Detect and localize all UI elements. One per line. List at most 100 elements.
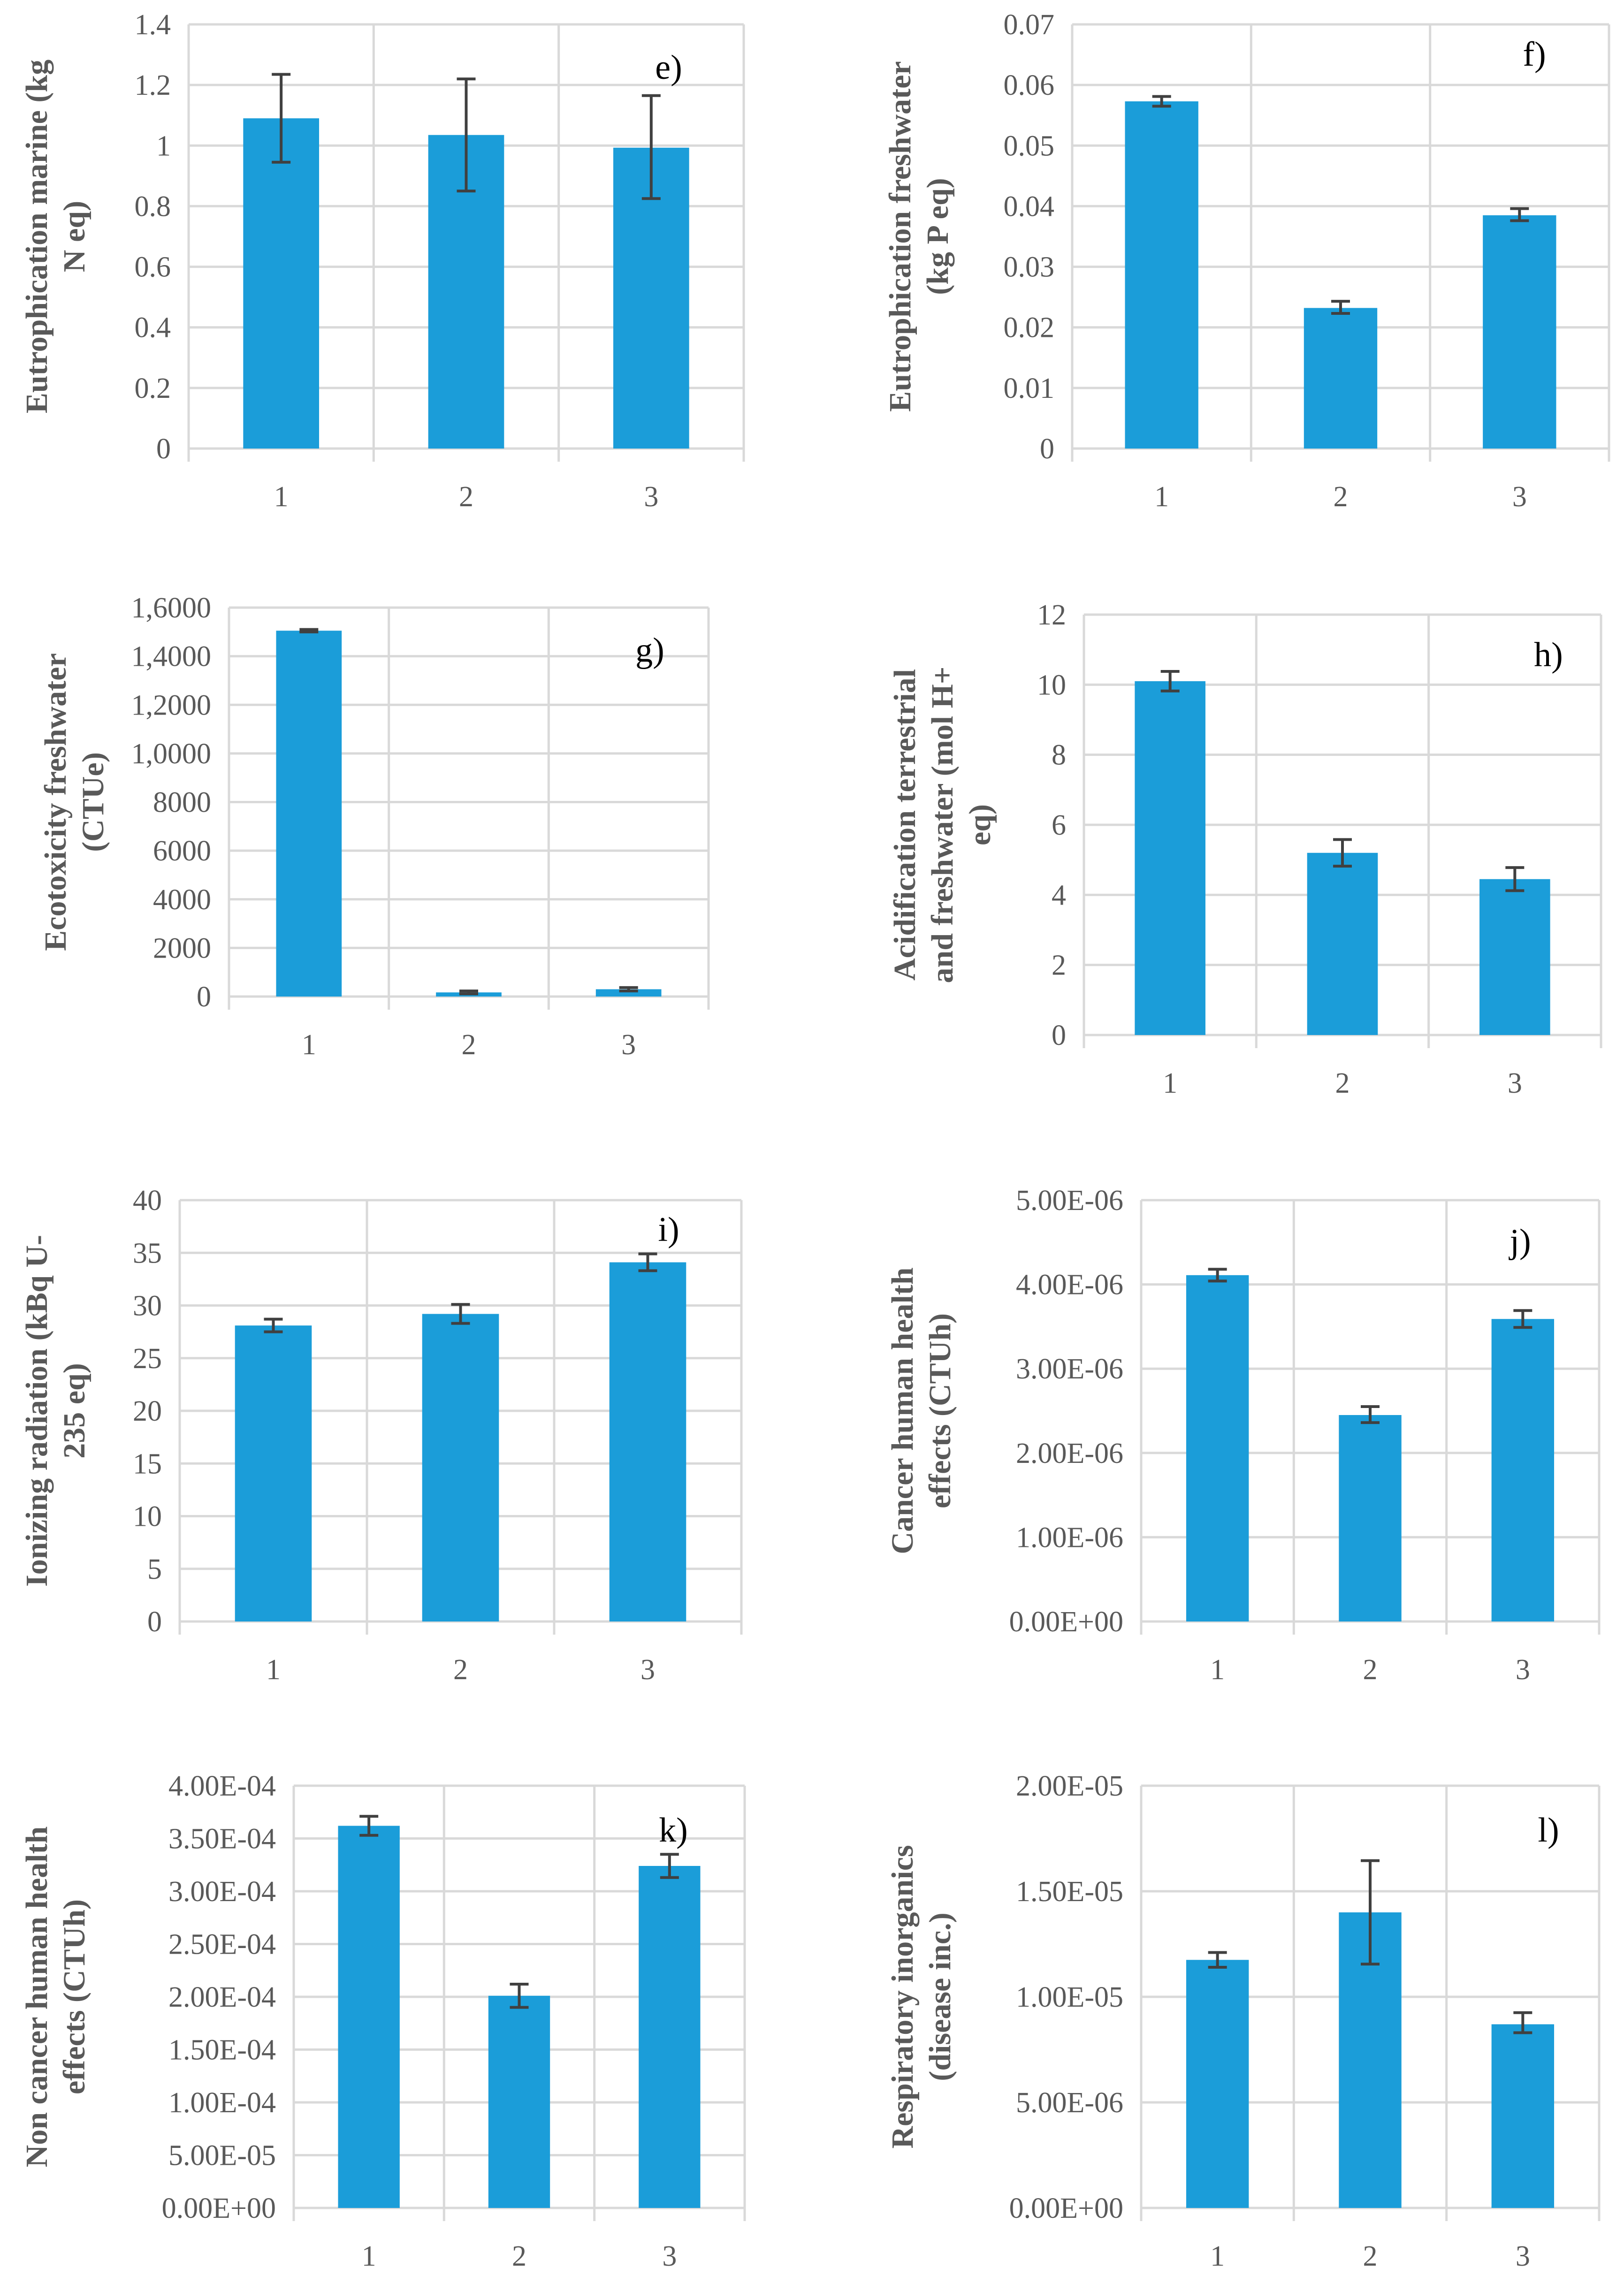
y-tick-label: 35 [133,1237,162,1269]
x-tick-label: 2 [1334,481,1348,513]
panel-label: j) [1508,1222,1531,1261]
y-tick-label: 1.50E-04 [168,2034,276,2066]
error-bar-2 [510,1983,529,2009]
y-tick-label: 2.00E-06 [1016,1438,1123,1469]
y-tick-label: 5.00E-05 [168,2140,276,2172]
y-tick-label: 0 [1052,1020,1066,1051]
y-axis-title: Ecotoxicity freshwater (CTUe) [38,653,110,951]
y-tick-label: 2.50E-04 [168,1929,276,1961]
y-tick-label: 0.04 [1004,190,1055,222]
y-tick-label: 1,2000 [131,689,212,721]
y-tick-label: 4.00E-04 [168,1770,276,1802]
x-tick-label: 1 [1210,2240,1225,2272]
y-tick-label: 1.50E-05 [1016,1876,1123,1908]
y-tick-label: 6 [1052,809,1066,841]
x-tick-label: 2 [512,2240,526,2272]
error-bar-2 [1333,838,1352,868]
y-tick-label: 40 [133,1185,162,1217]
y-axis-title: Cancer human health effects (CTUh) [885,1267,957,1554]
x-tick-label: 2 [453,1654,468,1686]
bar-1 [1135,681,1205,1035]
bar-3 [1491,1319,1555,1621]
chart-i: 0 5 10 15 20 25 30 35 40 1 2 3 i) Ionizing radiation … [20,1185,743,1686]
y-tick-label: 1,6000 [131,592,212,624]
chart-l: 0.00E+00 5.00E-06 1.00E-05 1.50E-05 2.00E-05… [885,1770,1601,2272]
error-bar-1 [1160,670,1180,693]
y-tick-label: 1.2 [135,69,171,101]
y-tick-label: 0 [156,433,171,465]
x-tick-label: 1 [1210,1654,1225,1686]
error-bar-3 [641,94,661,200]
y-tick-label: 3.00E-06 [1016,1353,1123,1385]
x-tick-label: 1 [274,481,289,513]
error-bar-1 [1208,1951,1227,1969]
y-tick-label: 8 [1052,739,1066,771]
y-tick-label: 4 [1052,879,1066,911]
y-tick-label: 0 [197,981,211,1013]
y-tick-label: 0.2 [135,373,171,404]
panel-label: i) [658,1210,679,1249]
y-tick-label: 2 [1052,950,1066,982]
y-tick-label: 10 [133,1501,162,1533]
y-tick-label: 0.00E+00 [1009,1606,1123,1638]
y-tick-label: 4000 [153,884,211,916]
y-tick-label: 0.05 [1004,130,1055,162]
panel-label: h) [1534,636,1563,674]
y-axis-title: Ionizing radiation (kBq U- 235 eq) [20,1235,91,1587]
chart-k: 0.00E+00 5.00E-05 1.00E-04 1.50E-04 2.00E-04… [20,1770,746,2272]
panel-label: g) [635,631,664,670]
y-axis-title: Eutrophication marine (kg N eq) [20,60,91,413]
x-tick-label: 2 [1335,1067,1350,1099]
y-axis-title: Non cancer human health effects (CTUh) [20,1827,91,2168]
y-tick-label: 0.03 [1004,251,1055,283]
y-tick-label: 4.00E-06 [1016,1269,1123,1301]
bar-2 [1304,308,1378,449]
bar-3 [609,1262,686,1621]
error-bar-3 [1505,866,1525,892]
error-bar-3 [1513,2011,1533,2034]
error-bar-2 [459,989,478,996]
x-tick-label: 1 [266,1654,281,1686]
y-tick-label: 1,0000 [131,738,212,770]
chart-j: 0.00E+00 1.00E-06 2.00E-06 3.00E-06 4.00E-06… [885,1185,1601,1686]
y-tick-label: 0.01 [1004,373,1055,404]
y-tick-label: 0.8 [135,190,171,222]
panel-label: e) [655,48,682,87]
bar-1 [1125,101,1198,449]
panel-label: l) [1538,1811,1559,1850]
panel-label: k) [659,1811,688,1850]
y-tick-label: 8000 [153,787,211,819]
y-tick-label: 0.00E+00 [1009,2192,1123,2224]
bar-1 [1186,1960,1249,2208]
x-tick-label: 2 [1363,2240,1378,2272]
x-tick-label: 1 [1163,1067,1177,1099]
x-tick-label: 3 [1516,1654,1530,1686]
bar-3 [1479,879,1550,1035]
y-tick-label: 5.00E-06 [1016,2087,1123,2119]
y-tick-label: 1,4000 [131,641,212,673]
y-tick-label: 6000 [153,835,211,867]
bar-2 [422,1314,499,1621]
error-bar-2 [1361,1859,1380,1966]
y-tick-label: 5 [147,1553,162,1585]
y-tick-label: 2.00E-04 [168,1981,276,2013]
bar-1 [338,1826,400,2208]
bar-1 [276,631,342,997]
chart-e: 0 0.2 0.4 0.6 0.8 1 1.2 1.4 1 2 3 e) Eutrophication … [20,9,745,513]
y-tick-label: 12 [1037,599,1066,631]
error-bar-2 [451,1303,470,1325]
bar-2 [1339,1415,1402,1621]
bar-2 [1307,852,1378,1035]
error-bar-2 [1361,1405,1380,1424]
x-tick-label: 1 [302,1029,316,1061]
error-bar-3 [638,1252,657,1272]
chart-f: 0 0.01 0.02 0.03 0.04 0.05 0.06 0.07 1 2 3 f) Eutrop… [883,9,1610,513]
error-bar-1 [359,1815,379,1837]
y-tick-label: 0.6 [135,251,171,283]
y-tick-label: 1.4 [135,9,171,41]
x-tick-label: 3 [621,1029,636,1061]
bar-1 [235,1325,312,1621]
y-tick-label: 1.00E-04 [168,2087,276,2119]
